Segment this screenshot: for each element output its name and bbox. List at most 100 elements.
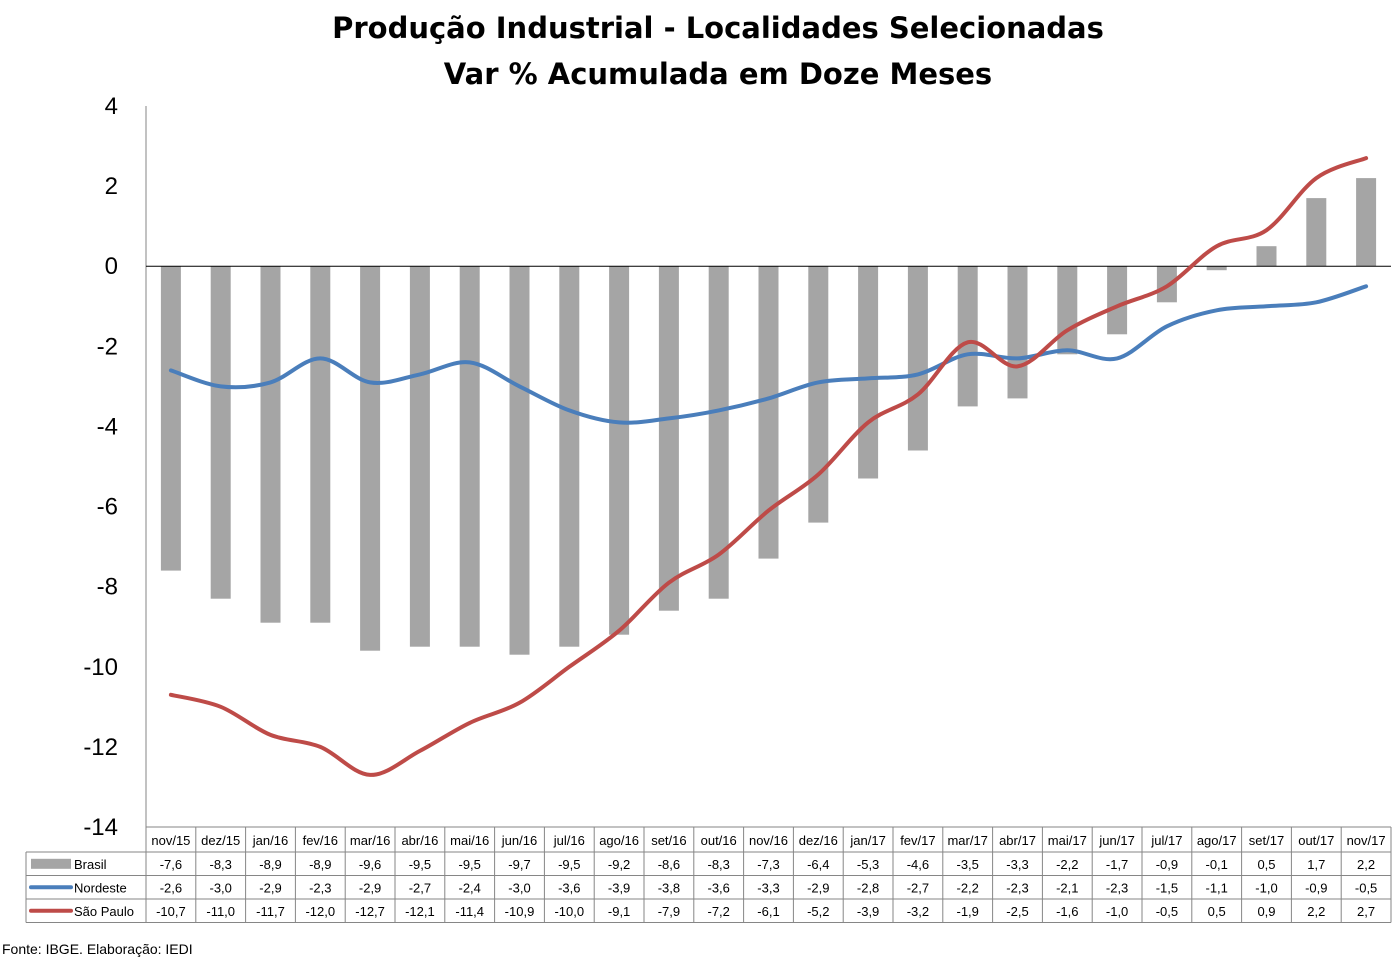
x-tick-label: fev/16 <box>303 833 338 848</box>
data-label-brasil: -6,4 <box>807 857 829 872</box>
data-label-nordeste: -2,4 <box>458 880 480 895</box>
data-label-sao-paulo: -6,1 <box>757 904 779 919</box>
bar-brasil-out-17 <box>1306 198 1327 267</box>
data-label-sao-paulo: -10,0 <box>554 904 584 919</box>
data-label-sao-paulo: -0,5 <box>1156 904 1178 919</box>
bar-brasil-set-16 <box>658 266 679 611</box>
x-tick-label: out/17 <box>1298 833 1334 848</box>
bar-brasil-nov-17 <box>1356 178 1377 267</box>
data-label-brasil: -8,6 <box>658 857 680 872</box>
data-label-sao-paulo: -12,1 <box>405 904 435 919</box>
legend-label-sao-paulo: São Paulo <box>74 904 134 919</box>
line-nordeste <box>168 284 1369 425</box>
data-label-nordeste: -2,1 <box>1056 880 1078 895</box>
line-sao-paulo <box>168 156 1369 777</box>
data-label-brasil: -9,5 <box>558 857 580 872</box>
bars-brasil <box>160 178 1377 655</box>
data-label-sao-paulo: -12,0 <box>305 904 335 919</box>
y-tick-label: 4 <box>105 93 118 120</box>
x-tick-label: dez/15 <box>201 833 240 848</box>
data-label-brasil: -0,9 <box>1156 857 1178 872</box>
data-label-brasil: -4,6 <box>907 857 929 872</box>
data-label-brasil: -9,6 <box>359 857 381 872</box>
bar-brasil-set-17 <box>1256 246 1277 267</box>
data-label-sao-paulo: -2,5 <box>1006 904 1028 919</box>
data-label-sao-paulo: -12,7 <box>355 904 385 919</box>
y-tick-label: -2 <box>97 333 118 360</box>
chart-title-line1: Produção Industrial - Localidades Seleci… <box>332 11 1104 45</box>
x-tick-label: mai/16 <box>450 833 489 848</box>
data-label-nordeste: -1,5 <box>1156 880 1178 895</box>
data-label-brasil: -9,5 <box>458 857 480 872</box>
data-label-brasil: -3,5 <box>956 857 978 872</box>
x-tick-label: out/16 <box>701 833 737 848</box>
data-label-brasil: -7,6 <box>160 857 182 872</box>
legend-label-brasil: Brasil <box>74 857 107 872</box>
data-label-sao-paulo: -1,0 <box>1106 904 1128 919</box>
bar-brasil-mar-17 <box>957 266 978 407</box>
data-label-sao-paulo: -7,2 <box>707 904 729 919</box>
bar-brasil-mai-17 <box>1057 266 1078 355</box>
y-tick-label: 2 <box>105 173 118 200</box>
data-label-sao-paulo: -11,7 <box>256 904 285 919</box>
x-tick-label: set/17 <box>1249 833 1284 848</box>
legend-label-nordeste: Nordeste <box>74 880 127 895</box>
data-label-sao-paulo: -5,2 <box>807 904 829 919</box>
y-axis: 4 2 0 -2 -4 -6 -8 -10 -12 -14 <box>83 93 118 841</box>
y-tick-label: -4 <box>97 413 118 440</box>
data-label-nordeste: -3,6 <box>558 880 580 895</box>
data-label-nordeste: -2,9 <box>807 880 829 895</box>
data-label-nordeste: -2,3 <box>309 880 331 895</box>
data-label-brasil: -8,3 <box>707 857 729 872</box>
data-label-brasil: -2,2 <box>1056 857 1078 872</box>
data-label-brasil: -9,7 <box>508 857 530 872</box>
data-label-sao-paulo: -3,9 <box>857 904 879 919</box>
data-label-brasil: -0,1 <box>1205 857 1227 872</box>
source-note: Fonte: IBGE. Elaboração: IEDI <box>2 941 193 957</box>
y-tick-label: -6 <box>97 494 118 521</box>
data-label-nordeste: -3,8 <box>658 880 680 895</box>
data-label-nordeste: -1,1 <box>1205 880 1227 895</box>
bar-brasil-fev-17 <box>907 266 928 451</box>
data-label-sao-paulo: -7,9 <box>658 904 680 919</box>
x-tick-label: dez/16 <box>799 833 838 848</box>
y-tick-label: -12 <box>83 734 118 761</box>
chart-title-line2: Var % Acumulada em Doze Meses <box>444 57 992 91</box>
data-label-sao-paulo: -10,7 <box>156 904 186 919</box>
data-label-brasil: -3,3 <box>1006 857 1028 872</box>
data-label-nordeste: -3,9 <box>608 880 630 895</box>
bar-brasil-fev-16 <box>310 266 331 623</box>
data-label-sao-paulo: -11,4 <box>455 904 484 919</box>
x-tick-label: nov/15 <box>151 833 190 848</box>
bar-brasil-jul-16 <box>559 266 580 647</box>
x-tick-label: jan/16 <box>252 833 288 848</box>
legend-key-brasil <box>31 858 71 869</box>
data-label-sao-paulo: 0,9 <box>1257 904 1275 919</box>
data-label-sao-paulo: 2,2 <box>1307 904 1325 919</box>
bar-brasil-ago-16 <box>609 266 630 635</box>
x-tick-label: nov/17 <box>1347 833 1386 848</box>
data-label-sao-paulo: 0,5 <box>1208 904 1226 919</box>
bar-brasil-jun-17 <box>1107 266 1128 335</box>
data-label-sao-paulo: -10,9 <box>505 904 535 919</box>
x-tick-label: jul/16 <box>553 833 585 848</box>
x-tick-label: jul/17 <box>1150 833 1182 848</box>
x-tick-label: mai/17 <box>1048 833 1087 848</box>
data-label-brasil: -5,3 <box>857 857 879 872</box>
x-tick-label: ago/16 <box>599 833 639 848</box>
bar-brasil-dez-15 <box>210 266 231 599</box>
data-label-nordeste: -0,5 <box>1355 880 1377 895</box>
data-label-brasil: 0,5 <box>1257 857 1275 872</box>
data-label-nordeste: -3,6 <box>707 880 729 895</box>
x-tick-label: fev/17 <box>900 833 935 848</box>
x-tick-label: set/16 <box>651 833 686 848</box>
x-tick-label: nov/16 <box>749 833 788 848</box>
data-table: nov/15 dez/15 jan/16 fev/16 mar/16 abr/16 mai/… <box>25 826 1392 923</box>
x-tick-label: abr/17 <box>999 833 1036 848</box>
bar-brasil-abr-17 <box>1007 266 1028 399</box>
data-label-nordeste: -2,6 <box>160 880 182 895</box>
y-tick-label: 0 <box>105 253 118 280</box>
data-label-sao-paulo: -1,6 <box>1056 904 1078 919</box>
data-label-nordeste: -2,3 <box>1106 880 1128 895</box>
